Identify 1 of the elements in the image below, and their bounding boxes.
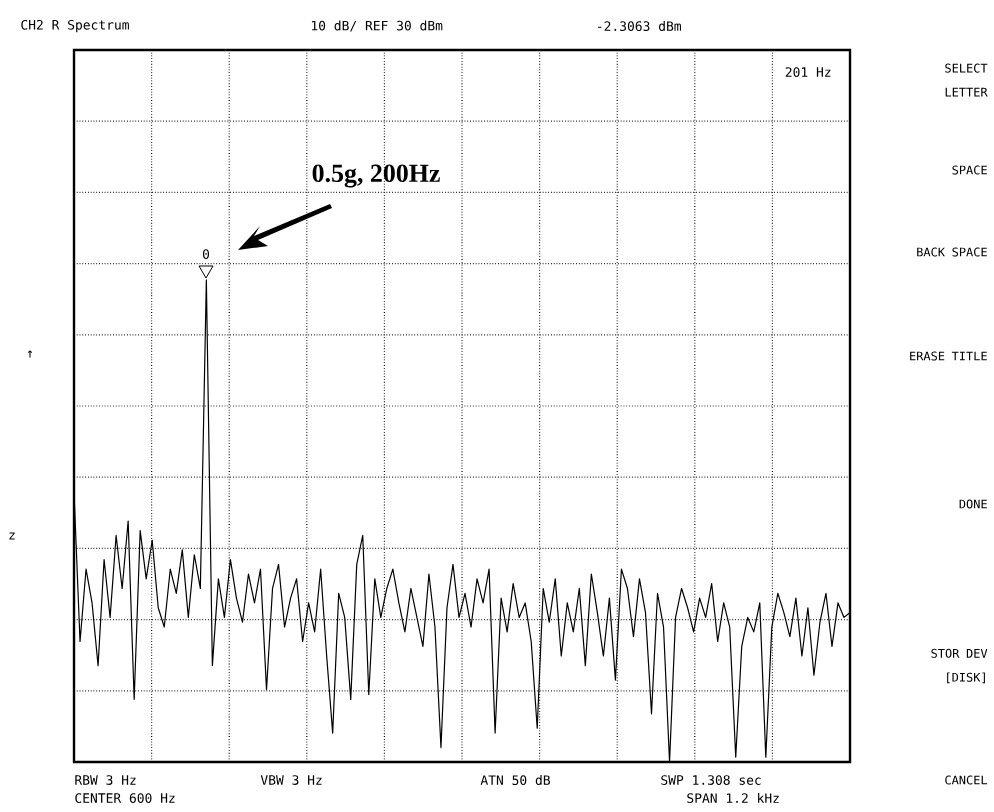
text: 0.5g, 200Hz	[312, 164, 440, 188]
